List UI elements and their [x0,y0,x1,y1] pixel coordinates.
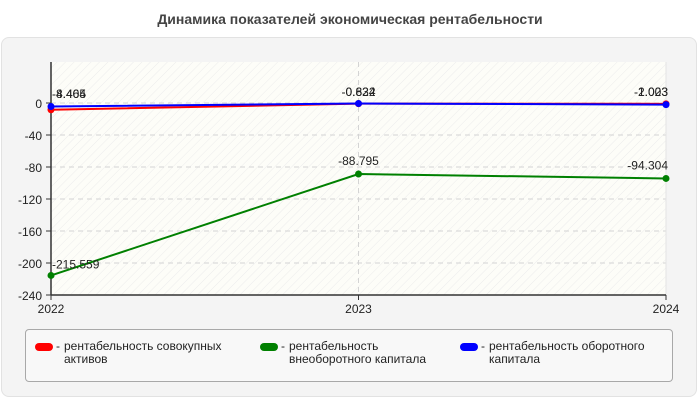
x-tick-label: 2024 [653,302,680,316]
data-label: -215.559 [52,257,100,271]
data-label: -1.023 [634,85,668,99]
y-tick-label: -160 [18,225,42,239]
legend-item-total-assets: - рентабельность совокупных активов [35,340,245,366]
x-tick-label: 2023 [345,302,372,316]
legend-label: рентабельность оборотного капитала [489,339,645,366]
y-tick-label: -240 [18,289,42,303]
x-tick-label: 2022 [38,302,65,316]
series-lines [47,99,670,279]
data-point[interactable] [662,174,670,182]
data-label: -2.003 [634,85,668,99]
legend-item-working-capital: - рентабельность оборотного капитала [460,340,670,366]
y-tick-label: -80 [25,161,43,175]
data-point[interactable] [47,103,55,111]
data-label: -8.464 [52,87,86,101]
chart-legend: - рентабельность совокупных активов - ре… [25,329,673,382]
data-point[interactable] [662,101,670,109]
legend-label: рентабельность совокупных активов [64,339,222,366]
data-labels: -215.559 -88.795 -94.304 -8.464 -0.834 -1.023… [52,85,668,271]
legend-swatch-green [260,343,278,351]
data-point[interactable] [355,99,362,107]
chart-title: Динамика показателей экономическая рента… [157,11,543,27]
y-tick-label: 0 [35,97,42,111]
y-tick-label: -120 [18,193,42,207]
data-label: -0.834 [341,85,375,99]
y-tick-label: -200 [18,257,42,271]
data-label: -4.405 [52,87,86,101]
y-tick-label: -40 [25,129,43,143]
data-label: -94.304 [627,158,668,172]
data-point[interactable] [355,170,362,178]
legend-item-noncurrent-capital: - рентабельность внеоборотного капитала [260,340,450,366]
legend-swatch-blue [460,343,478,351]
data-label: -0.622 [341,85,375,99]
legend-label: рентабельность внеоборотного капитала [289,339,426,366]
data-point[interactable] [47,271,55,279]
legend-swatch-red [35,343,53,351]
data-label: -88.795 [338,154,379,168]
